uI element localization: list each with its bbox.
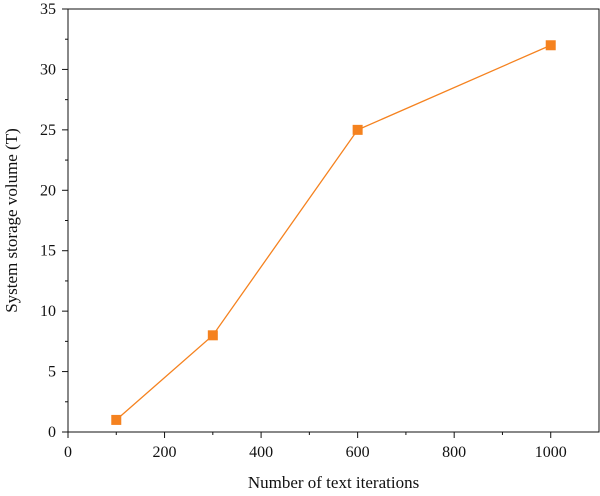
y-tick-label: 20 bbox=[40, 182, 56, 199]
x-tick-label: 600 bbox=[346, 444, 370, 461]
y-axis: 0 5 10 15 20 25 30 35 bbox=[40, 1, 68, 441]
data-point-marker bbox=[207, 330, 218, 341]
y-tick-label: 10 bbox=[40, 303, 56, 320]
x-tick-label: 0 bbox=[64, 444, 72, 461]
x-axis: 0 200 400 600 800 1000 bbox=[64, 432, 567, 461]
y-tick-label: 30 bbox=[40, 61, 56, 78]
data-point-marker bbox=[111, 414, 122, 425]
x-tick-label: 200 bbox=[153, 444, 177, 461]
y-tick-label: 5 bbox=[48, 364, 56, 381]
x-tick-label: 800 bbox=[442, 444, 466, 461]
series-layer bbox=[111, 40, 556, 425]
y-tick-label: 35 bbox=[40, 1, 56, 18]
plot-frame bbox=[67, 8, 600, 433]
x-tick-label: 1000 bbox=[535, 444, 567, 461]
data-point-marker bbox=[545, 40, 556, 51]
y-tick-label: 15 bbox=[40, 243, 56, 260]
data-point-marker bbox=[352, 124, 363, 135]
x-axis-title: Number of text iterations bbox=[248, 473, 419, 492]
y-axis-title: System storage volume (T) bbox=[2, 128, 21, 313]
series-line bbox=[115, 44, 551, 421]
y-tick-label: 25 bbox=[40, 122, 56, 139]
y-tick-label: 0 bbox=[48, 424, 56, 441]
x-tick-label: 400 bbox=[249, 444, 273, 461]
